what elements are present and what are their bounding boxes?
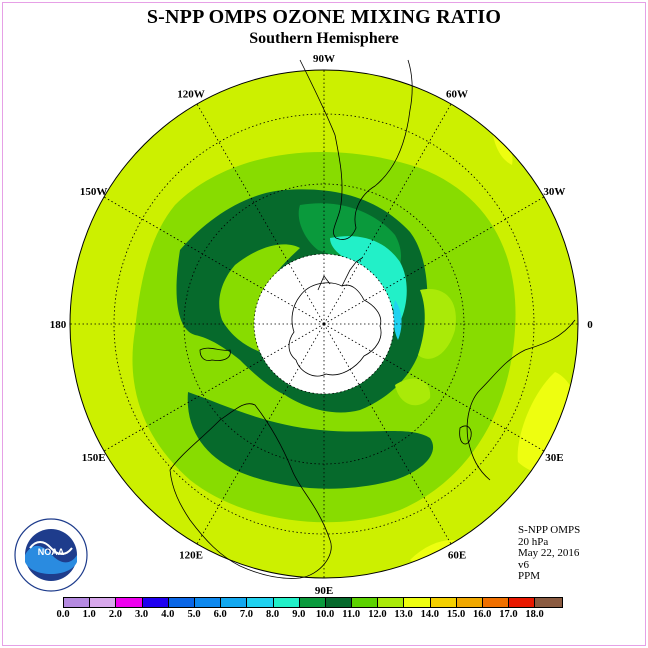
australia-coastline [169, 403, 332, 579]
colorbar-tick-label: 1.0 [82, 609, 96, 620]
level-6-7-core [393, 300, 402, 340]
colorbar-tick-label: 6.0 [213, 609, 227, 620]
colorbar-labels: 0.0 1.0 2.0 3.0 4.0 5.0 6.0 7.0 8.0 9.0 10.0 11.0 12… [0, 609, 648, 623]
colorbar-swatch [116, 598, 143, 607]
level-11-12-south-lobe [395, 378, 431, 406]
latitude-circle [183, 183, 465, 465]
longitude-label: 90W [313, 53, 335, 65]
colorbar-swatch [535, 598, 562, 607]
longitude-label: 60E [448, 549, 466, 561]
colorbar-swatch [273, 598, 300, 607]
info-pressure-level: 20 hPa [518, 535, 549, 548]
info-units: PPM [518, 570, 541, 582]
colorbar-swatch [168, 598, 195, 607]
colorbar-swatch [509, 598, 536, 607]
colorbar-tick-label: 17.0 [499, 609, 518, 620]
colorbar-tick-label: 16.0 [473, 609, 492, 620]
longitude-label: 90E [315, 585, 333, 597]
latitude-circle [113, 113, 535, 535]
map-title: S-NPP OMPS OZONE MIXING RATIO [146, 6, 502, 28]
product-info: S-NPP OMPS 20 hPa May 22, 2016 v6 PPM [518, 524, 581, 583]
colorbar-tick-label: 15.0 [446, 609, 466, 620]
colorbar-swatch [483, 598, 510, 607]
graticule [70, 70, 578, 578]
colorbar-tick-label: 14.0 [420, 609, 439, 620]
level-9-10-arc-south [187, 392, 434, 489]
longitude-label: 30E [545, 452, 563, 464]
longitude-label: 180 [50, 319, 67, 331]
colorbar-swatch [90, 598, 117, 607]
colorbar-swatch [299, 598, 326, 607]
africa-coastline [466, 319, 576, 481]
map-subtitle: Southern Hemisphere [249, 30, 399, 47]
colorbar-tick-label: 11.0 [342, 609, 361, 620]
colorbar-tick-label: 12.0 [368, 609, 387, 620]
colorbar-swatch [64, 598, 91, 607]
noaa-logo: NOAA [14, 518, 88, 592]
colorbar-tick-label: 5.0 [187, 609, 201, 620]
colorbar-swatch [221, 598, 248, 607]
colorbar-tick-label: 13.0 [394, 609, 413, 620]
colorbar [63, 597, 563, 608]
noaa-logo-text: NOAA [38, 547, 65, 557]
longitude-label: 150W [80, 186, 108, 198]
colorbar-tick-label: 10.0 [315, 609, 335, 620]
longitude-label: 30W [543, 186, 565, 198]
longitude-label: 120E [179, 549, 203, 561]
colorbar-swatch [456, 598, 483, 607]
colorbar-tick-label: 7.0 [239, 609, 253, 620]
colorbar-swatch [247, 598, 274, 607]
south-america-coastline [299, 59, 413, 240]
map-outer-boundary [69, 69, 579, 579]
coastlines [169, 59, 576, 579]
longitude-label: 0 [587, 319, 593, 331]
longitude-label: 120W [177, 89, 205, 101]
colorbar-swatch [352, 598, 379, 607]
colorbar-swatch [325, 598, 353, 607]
colorbar-swatch [430, 598, 457, 607]
level-7-8-core [330, 236, 407, 322]
south-pole-marker [322, 322, 326, 326]
latitude-circle [253, 253, 395, 395]
antarctica-coastline [288, 257, 382, 377]
new-zealand-coastline [199, 347, 231, 361]
info-version: v6 [518, 558, 529, 571]
info-date: May 22, 2016 [518, 547, 580, 559]
colorbar-swatch [404, 598, 431, 607]
colorbar-tick-label: 0.0 [56, 609, 70, 620]
madagascar-coastline [459, 425, 472, 445]
longitude-labels: 90W 60W 30W 0 30E 60E 90E 120E 150E 180 150W 120W [50, 53, 594, 597]
longitude-label: 60W [446, 89, 468, 101]
colorbar-tick-label: 8.0 [266, 609, 280, 620]
longitude-label: 150E [82, 452, 106, 464]
colorbar-swatch [378, 598, 405, 607]
colorbar-swatch [194, 598, 222, 607]
colorbar-tick-label: 9.0 [292, 609, 306, 620]
colorbar-tick-label: 4.0 [161, 609, 175, 620]
info-instrument: S-NPP OMPS [518, 524, 581, 536]
colorbar-swatch [142, 598, 169, 607]
colorbar-tick-label: 3.0 [135, 609, 149, 620]
colorbar-tick-label: 18.0 [525, 609, 544, 620]
colorbar-tick-label: 2.0 [108, 609, 122, 620]
